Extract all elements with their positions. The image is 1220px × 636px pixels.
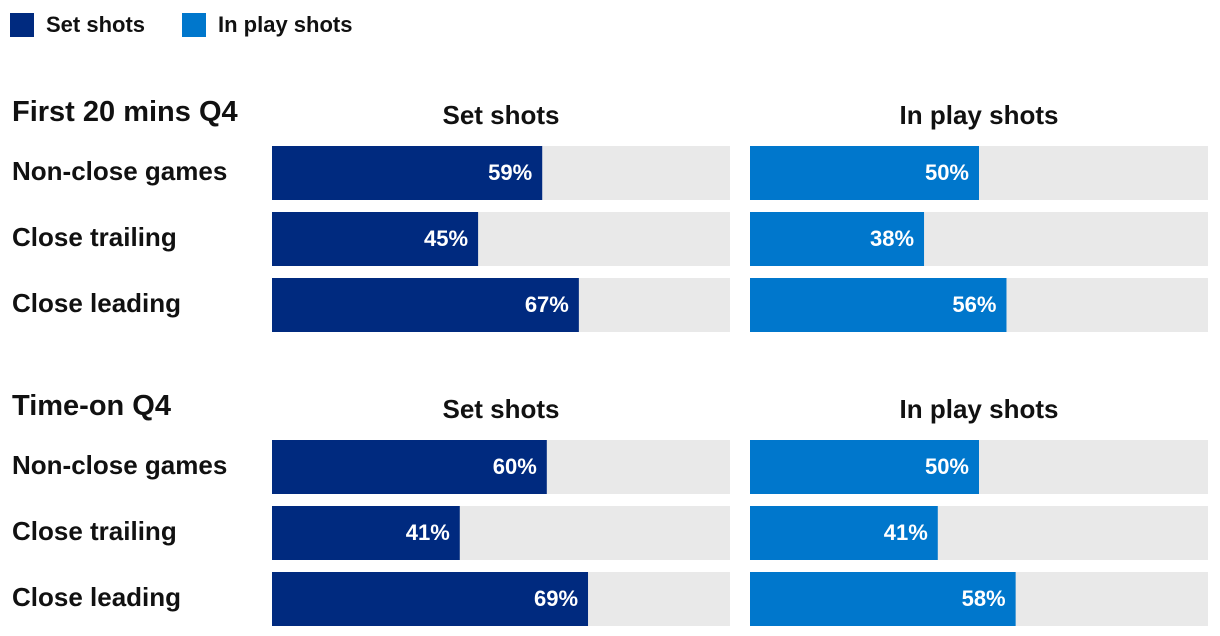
bar: [750, 212, 925, 266]
legend-label-in-play-shots: In play shots: [218, 12, 353, 37]
panel-title: Set shots: [442, 100, 559, 130]
bar: [272, 572, 589, 626]
group-title: Time-on Q4: [12, 390, 171, 422]
data-label: 41%: [406, 520, 450, 545]
bar: [750, 146, 979, 200]
panel-title: In play shots: [900, 100, 1059, 130]
legend-item-set-shots: Set shots: [10, 12, 145, 38]
bar: [272, 212, 479, 266]
category-label: Close trailing: [12, 222, 177, 252]
data-label: 59%: [488, 160, 532, 185]
legend-swatch-set-shots: [10, 13, 34, 37]
data-label: 38%: [870, 226, 914, 251]
bar: [750, 572, 1016, 626]
bar: [272, 278, 579, 332]
bar: [750, 440, 979, 494]
group-title: First 20 mins Q4: [12, 96, 238, 128]
data-label: 60%: [493, 454, 537, 479]
data-label: 50%: [925, 454, 969, 479]
data-label: 58%: [962, 586, 1006, 611]
data-label: 67%: [525, 292, 569, 317]
category-label: Non-close games: [12, 450, 227, 480]
panel-title: In play shots: [900, 394, 1059, 424]
category-label: Close leading: [12, 582, 181, 612]
bar: [272, 506, 460, 560]
legend-label-set-shots: Set shots: [46, 12, 146, 37]
category-label: Non-close games: [12, 156, 227, 186]
bar: [272, 146, 543, 200]
bar: [272, 440, 547, 494]
legend-swatch-in-play-shots: [182, 13, 206, 37]
legend-item-in-play-shots: In play shots: [182, 12, 352, 38]
data-label: 56%: [952, 292, 996, 317]
category-label: Close trailing: [12, 516, 177, 546]
data-label: 45%: [424, 226, 468, 251]
bar: [750, 278, 1007, 332]
data-label: 69%: [534, 586, 578, 611]
category-label: Close leading: [12, 288, 181, 318]
bar: [750, 506, 938, 560]
panel-title: Set shots: [442, 394, 559, 424]
data-label: 50%: [925, 160, 969, 185]
data-label: 41%: [884, 520, 928, 545]
